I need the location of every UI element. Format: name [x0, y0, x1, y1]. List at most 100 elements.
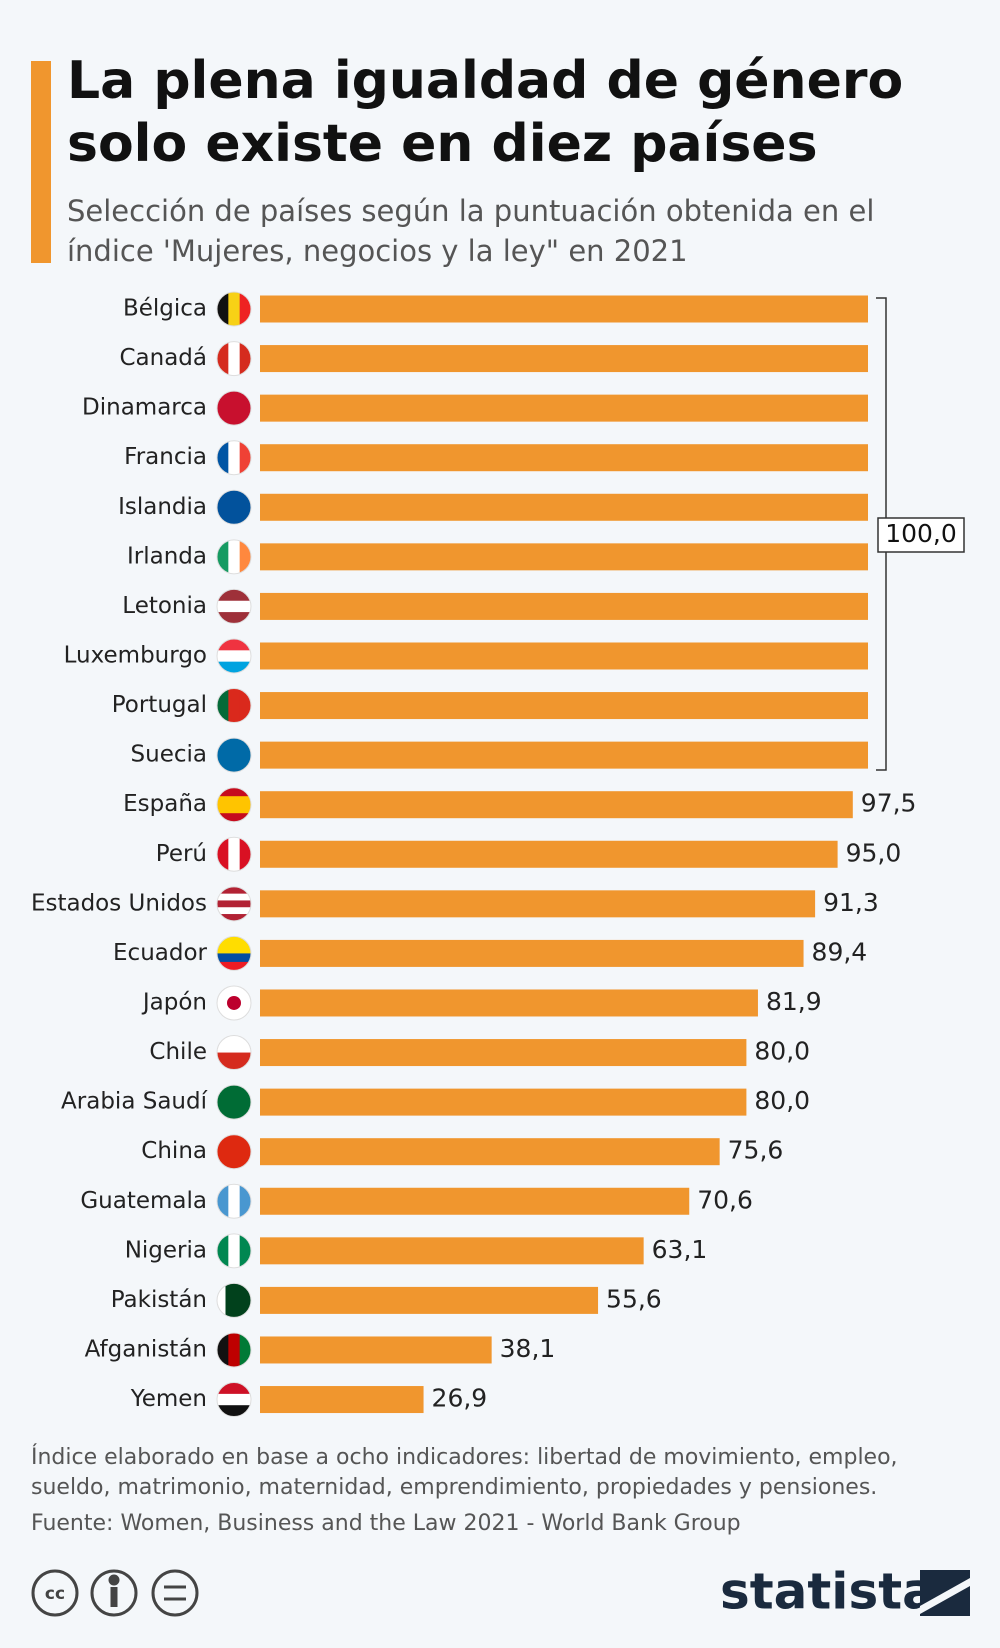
flag-border: [216, 638, 252, 674]
flag-stripe: [239, 688, 251, 723]
value-label: 95,0: [846, 838, 902, 867]
value-label: 63,1: [652, 1235, 708, 1264]
flag-stripe: [217, 886, 251, 895]
flag: [217, 1184, 251, 1219]
value-label: 81,9: [766, 987, 822, 1016]
flag: [217, 391, 251, 426]
flag-stripe: [217, 900, 251, 908]
flag-stripe: [217, 539, 229, 574]
flag-stripe: [225, 1283, 235, 1318]
flag-stripe: [239, 341, 251, 376]
flag-stripe: [228, 539, 241, 574]
bar: [260, 1237, 644, 1265]
chart-title: La plena igualdad de género: [67, 51, 903, 111]
flag: [217, 292, 251, 326]
flag-stripe: [228, 1184, 241, 1219]
flag-stripe: [217, 1393, 251, 1406]
flag-stripe: [217, 1085, 251, 1120]
title-accent: [31, 61, 51, 263]
flag-dot: [227, 995, 241, 1010]
y-tick-label: España: [123, 791, 207, 817]
y-tick-label: Chile: [149, 1039, 207, 1065]
y-tick-label: Estados Unidos: [31, 890, 207, 916]
flag-border: [216, 1183, 252, 1219]
flag-stripe: [239, 837, 251, 872]
flag: [217, 787, 251, 822]
flag-stripe: [239, 1184, 251, 1219]
annotation: 100,0: [885, 519, 957, 548]
flag-stripe: [239, 539, 251, 574]
flag-stripe: [217, 1283, 226, 1318]
bar: [260, 840, 838, 868]
flag-stripe: [217, 944, 251, 954]
value-label: 91,3: [823, 888, 879, 917]
bar: [260, 989, 758, 1017]
flag: [217, 539, 251, 574]
y-tick-label: Perú: [156, 841, 207, 867]
flag: [217, 440, 251, 475]
y-tick-label: Letonia: [122, 593, 207, 619]
flag: [217, 341, 251, 376]
flag-stripe: [217, 688, 229, 723]
brand-mark: [920, 1570, 970, 1616]
flag-stripe: [217, 440, 229, 475]
flag-stripe: [239, 440, 251, 475]
flag-border: [216, 935, 252, 971]
flag: [217, 638, 251, 673]
flag-stripe: [217, 589, 251, 602]
value-label: 55,6: [606, 1284, 662, 1313]
flag: [217, 837, 251, 872]
flag-stripe: [228, 440, 241, 475]
y-tick-label: Luxemburgo: [64, 642, 207, 668]
bar: [260, 394, 868, 422]
license-icons: [31, 1569, 199, 1617]
y-tick-label: Ecuador: [113, 940, 208, 966]
bar: [260, 1039, 747, 1067]
y-tick-label: Portugal: [112, 692, 207, 718]
flag-stripe: [217, 490, 251, 525]
flag-stripe: [217, 638, 251, 651]
flag-stripe: [217, 936, 251, 946]
y-tick-label: Suecia: [131, 742, 207, 768]
flag-stripe: [217, 893, 251, 901]
flag-stripe: [217, 813, 251, 822]
value-label: 26,9: [432, 1384, 488, 1413]
flag: [217, 985, 251, 1020]
flag: [217, 490, 251, 525]
flag: [217, 936, 251, 971]
flag: [217, 1332, 251, 1367]
flag-stripe: [239, 1233, 251, 1268]
y-tick-label: Irlanda: [127, 543, 207, 569]
flag-stripe: [217, 1382, 251, 1395]
flag-stripe: [217, 837, 229, 872]
flag-border: [216, 787, 252, 823]
flag-stripe: [217, 914, 251, 921]
flag-stripe: [217, 650, 251, 663]
y-tick-label: Dinamarca: [82, 395, 207, 421]
chart-subtitle: índice 'Mujeres, negocios y la ley" en 2…: [67, 234, 688, 268]
y-tick-label: Yemen: [130, 1386, 207, 1412]
note: sueldo, matrimonio, maternidad, emprendi…: [31, 1475, 877, 1500]
bar: [260, 692, 868, 720]
flag-stripe: [217, 1405, 251, 1417]
flag-stripe: [228, 292, 241, 326]
flag-stripe: [217, 796, 251, 806]
flag-border: [216, 588, 252, 624]
bar: [260, 890, 816, 918]
annotation-box: [877, 517, 965, 553]
flag-border: [216, 1382, 252, 1418]
flag-border: [216, 440, 252, 476]
flag-border: [216, 886, 252, 922]
flag-stripe: [228, 341, 241, 376]
bar: [260, 345, 868, 373]
value-label: 89,4: [812, 937, 868, 966]
flag-stripe: [217, 600, 251, 613]
flag-border: [216, 1282, 252, 1318]
flag-border: [216, 291, 252, 327]
flag-border: [216, 390, 252, 426]
flag-stripe: [217, 961, 251, 971]
source: Fuente: Women, Business and the Law 2021…: [31, 1511, 741, 1536]
bar: [260, 1138, 720, 1166]
